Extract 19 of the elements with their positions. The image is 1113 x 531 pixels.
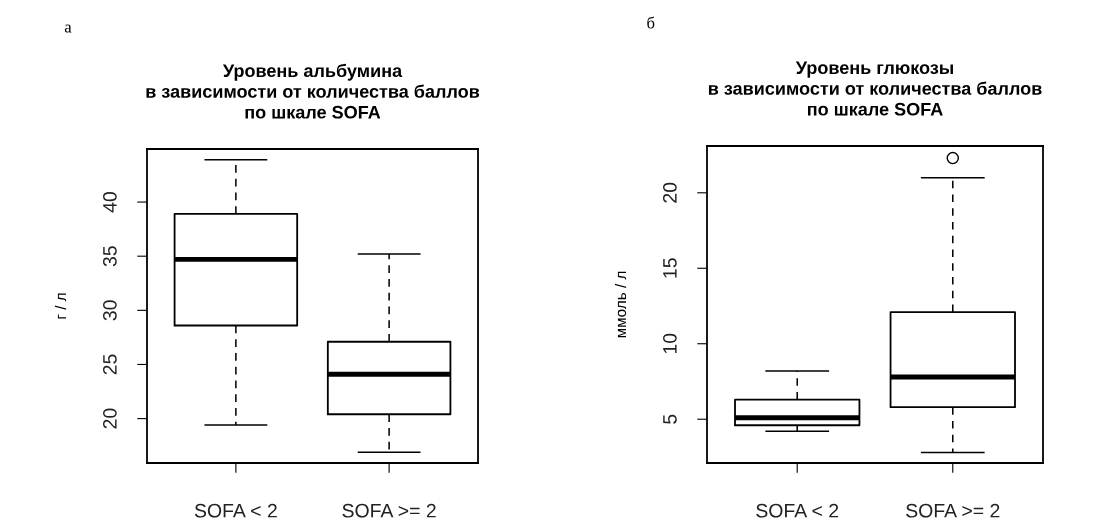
y-axis-title: ммоль / л bbox=[614, 271, 627, 338]
text: б bbox=[647, 16, 655, 29]
y-tick-label: 40 bbox=[103, 192, 117, 213]
y-tick-label: 25 bbox=[103, 354, 117, 375]
y-tick-label: 35 bbox=[103, 246, 117, 267]
y-tick-label: 5 bbox=[663, 414, 677, 424]
y-tick-label: 20 bbox=[103, 408, 117, 429]
x-tick-label: SOFA < 2 bbox=[194, 503, 277, 518]
x-tick-label: SOFA >= 2 bbox=[906, 503, 1000, 518]
chart-title: Уровень альбумина в зависимости от количества баллов по шкале SOFA bbox=[146, 63, 480, 119]
y-tick-label: 20 bbox=[663, 182, 677, 203]
y-tick-label: 30 bbox=[103, 300, 117, 321]
x-tick-label: SOFA < 2 bbox=[756, 503, 839, 518]
y-tick-label: 10 bbox=[663, 333, 677, 354]
x-tick-label: SOFA >= 2 bbox=[342, 503, 436, 518]
chart-title: Уровень глюкозы в зависимости от количества баллов по шкале SOFA bbox=[708, 61, 1042, 116]
y-axis-title: г / л bbox=[54, 293, 67, 319]
text: а bbox=[64, 24, 72, 33]
y-tick-label: 15 bbox=[663, 258, 677, 278]
